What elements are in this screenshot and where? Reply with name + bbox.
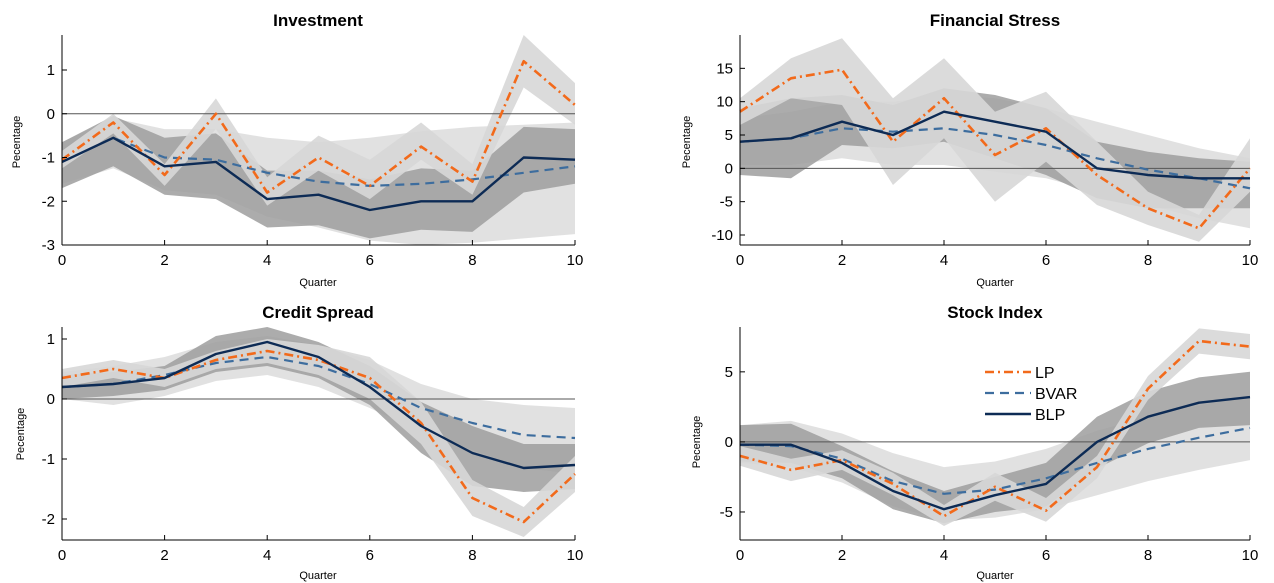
series-line-bvar: [61, 355, 576, 440]
x-tick-label: 6: [1042, 547, 1050, 564]
series-line-blp: [61, 340, 576, 470]
x-tick-label: 6: [366, 252, 374, 269]
panel-credit-spread: Credit Spread Quarter Pecentage 0 2 4 6 8 10-…: [15, 303, 583, 582]
panel-title: Credit Spread: [262, 303, 373, 322]
series-line-blp: [739, 110, 1250, 180]
x-tick-label: 10: [567, 547, 584, 564]
legend-label-lp: LP: [1035, 365, 1055, 382]
series-line-blp: [61, 136, 576, 212]
x-tick-label: 10: [567, 252, 584, 269]
plot-area: [61, 327, 576, 537]
y-tick-label: 1: [47, 62, 55, 79]
series-line-bvar: [739, 127, 1251, 190]
x-axis-label: Quarter: [299, 570, 337, 582]
x-tick-label: 8: [1144, 252, 1152, 269]
x-tick-label: 10: [1242, 252, 1259, 269]
panel-title: Financial Stress: [930, 11, 1060, 30]
x-tick-label: 2: [838, 547, 846, 564]
x-tick-label: 6: [1042, 252, 1050, 269]
plot-area: [739, 38, 1251, 242]
x-axis-label: Quarter: [976, 277, 1014, 289]
y-tick-label: -2: [42, 511, 55, 528]
y-tick-label: -5: [720, 194, 733, 211]
y-tick-label: 5: [725, 127, 733, 144]
x-tick-label: 8: [1144, 547, 1152, 564]
legend: LP BVAR BLP: [985, 365, 1077, 424]
x-tick-label: 2: [838, 252, 846, 269]
y-tick-label: 0: [47, 391, 55, 408]
band-blp: [740, 371, 1250, 524]
series-line-blp: [740, 395, 1251, 511]
x-axis-label: Quarter: [976, 570, 1014, 582]
x-tick-label: 2: [160, 547, 168, 564]
series-line-lp: [739, 339, 1251, 518]
y-axis-label: Pecentage: [681, 116, 693, 169]
x-tick-label: 2: [160, 252, 168, 269]
x-tick-label: 4: [940, 252, 948, 269]
legend-label-bvar: BVAR: [1035, 386, 1077, 403]
series-line-bvar: [61, 136, 576, 187]
plot-area: [739, 328, 1251, 526]
x-axis-label: Quarter: [299, 277, 337, 289]
x-tick-label: 0: [58, 547, 66, 564]
y-tick-label: 5: [725, 364, 733, 381]
x-tick-label: 10: [1242, 547, 1259, 564]
x-tick-label: 4: [940, 547, 948, 564]
y-axis-label: Pecentage: [691, 416, 703, 469]
plot-area: [61, 35, 576, 245]
y-tick-label: 15: [716, 60, 733, 77]
confidence-bands: [740, 38, 1250, 242]
panel-title: Investment: [273, 11, 363, 30]
series-line-lp: [739, 68, 1251, 230]
y-axis-label: Pecentage: [11, 116, 23, 169]
axes: 0 2 4 6 8 10 -5 0 5: [720, 327, 1259, 564]
y-tick-label: 0: [725, 434, 733, 451]
panel-stock-index: Stock Index Quarter Pecentage 0 2 4 6 8 10-50…: [691, 303, 1258, 582]
panel-title: Stock Index: [947, 303, 1043, 322]
confidence-bands: [62, 327, 575, 537]
x-tick-label: 0: [58, 252, 66, 269]
axes: 0 2 4 6 8 10 -2 -1 0 1: [42, 327, 584, 564]
series-line-bvar: [739, 426, 1251, 495]
panel-financial-stress: Financial Stress Quarter Pecentage 0 2 4 6 8…: [681, 11, 1258, 289]
x-tick-label: 0: [736, 547, 744, 564]
axes: 0 2 4 6 8 10 -3 -2 -1 0 1: [42, 35, 584, 269]
y-tick-label: -3: [42, 237, 55, 254]
legend-label-blp: BLP: [1035, 407, 1065, 424]
x-tick-label: 4: [263, 252, 271, 269]
confidence-bands: [62, 35, 575, 245]
y-tick-label: -1: [42, 150, 55, 167]
y-tick-label: 10: [716, 94, 733, 111]
y-axis-label: Pecentage: [15, 408, 27, 461]
x-tick-label: 8: [468, 252, 476, 269]
x-tick-label: 4: [263, 547, 271, 564]
axes: 0 2 4 6 8 10 -10 -5 0 5 10 15: [711, 35, 1258, 269]
panel-investment: Investment Quarter Pecentage 0 2 4 6 8 10-3-2…: [11, 11, 583, 289]
y-tick-label: -10: [711, 227, 733, 244]
y-tick-label: 0: [725, 160, 733, 177]
y-tick-label: 0: [47, 106, 55, 123]
y-tick-label: 1: [47, 331, 55, 348]
x-tick-label: 6: [366, 547, 374, 564]
x-tick-label: 0: [736, 252, 744, 269]
band-lp: [62, 339, 575, 537]
y-tick-label: -5: [720, 504, 733, 521]
series-line-lp: [61, 349, 576, 524]
x-tick-label: 8: [468, 547, 476, 564]
y-tick-label: -1: [42, 451, 55, 468]
y-tick-label: -2: [42, 193, 55, 210]
